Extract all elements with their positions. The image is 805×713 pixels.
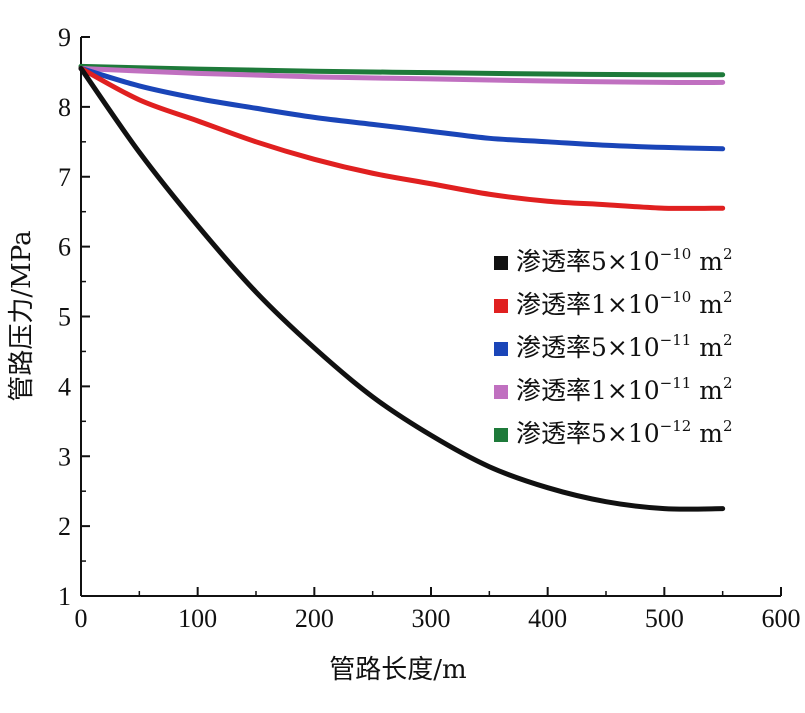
legend-swatch <box>494 342 508 356</box>
y-tick-label: 9 <box>58 23 71 52</box>
y-tick-label: 1 <box>58 582 71 611</box>
series-line <box>78 65 726 211</box>
y-axis-title: 管路压力/MPa <box>7 230 37 401</box>
y-tick-label: 6 <box>58 233 71 262</box>
series-line <box>78 63 726 78</box>
x-tick-label: 500 <box>645 604 684 633</box>
legend-label: 渗透率5×10−11 m2 <box>516 331 733 362</box>
legend: 渗透率5×10−10 m2 渗透率1×10−10 m2 渗透率5×10−11 m2 渗… <box>494 245 733 448</box>
x-tick-label: 200 <box>295 604 334 633</box>
y-tick-label: 3 <box>58 442 71 471</box>
legend-label: 渗透率1×10−10 m2 <box>516 288 733 319</box>
legend-swatch <box>494 428 508 442</box>
y-tick-label: 5 <box>58 303 71 332</box>
ticks: 0 100 200 300 400 500 600 1 2 3 4 5 6 7 8 9 <box>58 23 801 633</box>
y-tick-label: 4 <box>58 372 71 401</box>
series-line <box>78 65 726 152</box>
x-tick-label: 400 <box>528 604 567 633</box>
legend-label: 渗透率1×10−11 m2 <box>516 374 733 405</box>
x-tick-label: 0 <box>75 604 88 633</box>
y-tick-label: 2 <box>58 512 71 541</box>
series-lines <box>78 63 726 512</box>
x-tick-label: 300 <box>412 604 451 633</box>
legend-swatch <box>494 385 508 399</box>
y-tick-label: 7 <box>58 163 71 192</box>
legend-swatch <box>494 256 508 270</box>
legend-label: 渗透率5×10−10 m2 <box>516 245 733 276</box>
x-tick-label: 600 <box>762 604 801 633</box>
legend-label: 渗透率5×10−12 m2 <box>516 417 733 448</box>
x-tick-label: 100 <box>178 604 217 633</box>
x-axis-title: 管路长度/m <box>329 655 466 685</box>
legend-swatch <box>494 299 508 313</box>
series-line <box>78 65 726 512</box>
axes <box>80 37 781 597</box>
series-line <box>78 65 726 86</box>
y-tick-label: 8 <box>58 93 71 122</box>
